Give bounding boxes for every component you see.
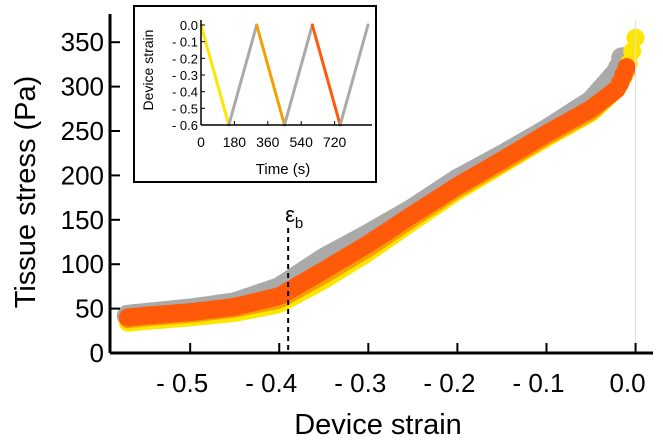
inset-data-series	[199, 23, 370, 127]
inset-y-tick-label: - 0.5	[172, 101, 198, 116]
inset-y-axis-label: Device strain	[140, 30, 156, 111]
y-tick-label: 200	[61, 160, 104, 190]
inset-y-tick-label: - 0.2	[172, 51, 198, 66]
x-tick-label: - 0.4	[245, 368, 297, 398]
y-axis-label: Tissue stress (Pa)	[10, 76, 42, 309]
y-tick-label: 0	[90, 338, 104, 368]
y-tick-label: 350	[61, 27, 104, 57]
inset-segment	[310, 23, 342, 127]
inset-y-tick-label: - 0.3	[172, 68, 198, 83]
data-point	[623, 42, 642, 61]
main-data-series	[116, 28, 645, 332]
y-tick-label: 300	[61, 72, 104, 102]
inset-segment	[283, 23, 314, 127]
inset-x-tick-label: 540	[290, 134, 314, 150]
series-4	[118, 58, 636, 327]
x-tick-label: - 0.2	[423, 368, 475, 398]
y-tick-label: 100	[61, 249, 104, 279]
inset-y-tick-label: 0.0	[180, 18, 198, 33]
inset-x-tick-label: 0	[197, 134, 205, 150]
inset-y-tick-label: - 0.1	[172, 35, 198, 50]
inset-y-tick-label: - 0.6	[172, 118, 198, 133]
x-axis-label: Device strain	[294, 409, 462, 441]
y-tick-label: 150	[61, 205, 104, 235]
inset-x-tick-label: 360	[256, 134, 280, 150]
inset-y-tick-label: - 0.4	[172, 85, 198, 100]
y-tick-label: 50	[75, 294, 104, 324]
inset-x-tick-label: 180	[223, 134, 247, 150]
inset-segment	[338, 23, 370, 127]
inset-x-axis-label: Time (s)	[256, 161, 310, 178]
x-tick-label: - 0.1	[512, 368, 564, 398]
data-point	[617, 58, 636, 77]
main-axes: - 0.5- 0.4- 0.3- 0.2- 0.1 0.0050100150200…	[61, 14, 653, 398]
inset-x-tick-label: 720	[323, 134, 347, 150]
x-tick-label: - 0.5	[156, 368, 208, 398]
inset-segment	[199, 23, 231, 127]
x-tick-label: 0.0	[609, 368, 645, 398]
x-tick-label: - 0.3	[334, 368, 386, 398]
inset-segment	[227, 23, 259, 127]
epsilon-b-subscript: b	[295, 215, 303, 232]
y-tick-label: 250	[61, 116, 104, 146]
epsilon-b-label: εb	[285, 202, 303, 232]
inset-segment	[255, 23, 286, 127]
main-plot: εb - 0.5- 0.4- 0.3- 0.2- 0.1 0.0050100150…	[10, 14, 653, 441]
epsilon-b-symbol: ε	[285, 202, 295, 227]
